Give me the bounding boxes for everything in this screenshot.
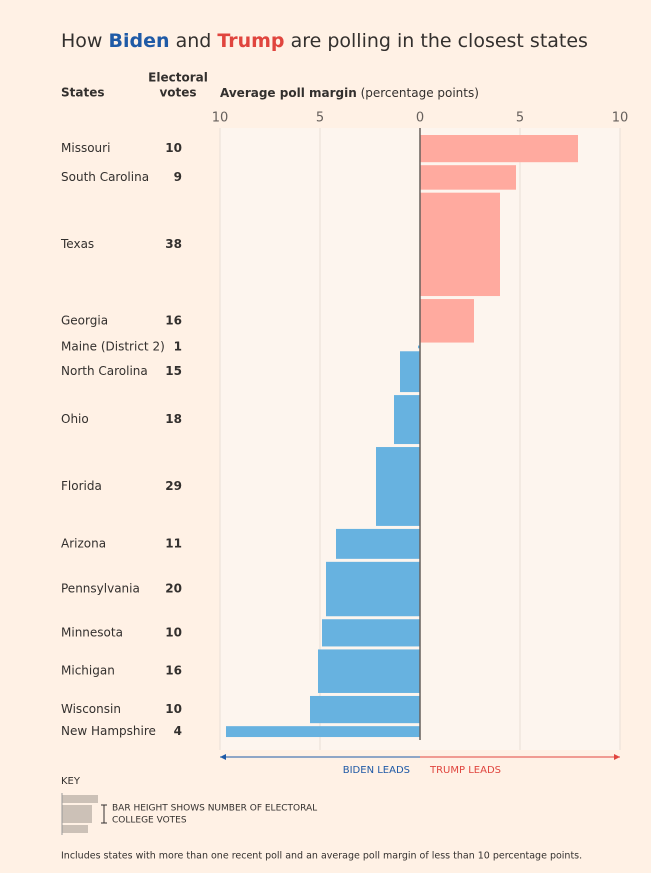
bar bbox=[326, 561, 420, 617]
bar bbox=[318, 649, 420, 693]
state-label: Minnesota bbox=[61, 625, 123, 639]
header: States bbox=[61, 86, 105, 100]
state-label: Wisconsin bbox=[61, 702, 121, 716]
electoral-votes: 15 bbox=[165, 364, 182, 378]
x-tick-label: 0 bbox=[416, 111, 424, 126]
arrow-head bbox=[220, 754, 226, 760]
bar bbox=[420, 165, 516, 190]
bar bbox=[226, 726, 420, 738]
key-bracket bbox=[101, 804, 107, 824]
electoral-votes: 11 bbox=[165, 536, 182, 550]
bar bbox=[418, 345, 420, 349]
x-tick-label: 10 bbox=[212, 111, 229, 126]
bar bbox=[420, 192, 500, 297]
state-label: South Carolina bbox=[61, 170, 149, 184]
title-text: and bbox=[175, 30, 212, 52]
key-text: COLLEGE VOTES bbox=[112, 816, 187, 826]
state-label: Georgia bbox=[61, 313, 108, 327]
electoral-votes: 38 bbox=[165, 237, 182, 251]
bar bbox=[376, 447, 420, 526]
title-text: How bbox=[61, 30, 103, 52]
bar bbox=[400, 351, 420, 393]
bar bbox=[394, 395, 420, 445]
bar bbox=[420, 135, 578, 163]
electoral-votes: 10 bbox=[165, 625, 182, 639]
state-label: North Carolina bbox=[61, 364, 148, 378]
bar bbox=[310, 695, 420, 724]
header-unit: (percentage points) bbox=[361, 86, 479, 100]
state-label: Texas bbox=[60, 237, 94, 251]
state-label: Michigan bbox=[61, 664, 115, 678]
electoral-votes: 1 bbox=[174, 339, 182, 353]
electoral-votes: 16 bbox=[165, 313, 182, 327]
state-label: Maine (District 2) bbox=[61, 339, 165, 353]
direction-label: BIDEN LEADS bbox=[343, 765, 410, 776]
chart-title: How Biden and Trump are polling in the c… bbox=[61, 30, 588, 52]
electoral-votes: 10 bbox=[165, 141, 182, 155]
header: votes bbox=[159, 86, 196, 100]
key-text: BAR HEIGHT SHOWS NUMBER OF ELECTORAL bbox=[112, 804, 317, 814]
state-label: New Hampshire bbox=[61, 724, 156, 738]
footnote: Includes states with more than one recen… bbox=[61, 851, 582, 862]
key-icon bbox=[62, 795, 98, 803]
state-label: Pennsylvania bbox=[61, 582, 140, 596]
electoral-votes: 18 bbox=[165, 412, 182, 426]
state-label: Ohio bbox=[61, 412, 89, 426]
bar bbox=[336, 528, 420, 559]
header: Average poll margin (percentage points) bbox=[220, 86, 479, 100]
title-text: are polling in the closest states bbox=[290, 30, 588, 52]
electoral-votes: 20 bbox=[165, 582, 182, 596]
bar bbox=[420, 299, 474, 343]
title-trump: Trump bbox=[217, 30, 285, 52]
header: Electoral bbox=[148, 71, 208, 85]
x-tick-label: 10 bbox=[612, 111, 629, 126]
electoral-votes: 9 bbox=[174, 170, 182, 184]
state-label: Arizona bbox=[61, 536, 106, 550]
arrow-head bbox=[614, 754, 620, 760]
x-tick-label: 5 bbox=[516, 111, 524, 126]
key-icon bbox=[62, 805, 92, 823]
electoral-votes: 29 bbox=[165, 479, 182, 493]
key-title: KEY bbox=[61, 776, 81, 787]
electoral-votes: 16 bbox=[165, 664, 182, 678]
electoral-votes: 4 bbox=[174, 724, 182, 738]
x-tick-label: 5 bbox=[316, 111, 324, 126]
bar bbox=[322, 619, 420, 647]
state-label: Missouri bbox=[61, 141, 110, 155]
direction-label: TRUMP LEADS bbox=[429, 765, 501, 776]
key-icon bbox=[62, 825, 88, 833]
electoral-votes: 10 bbox=[165, 702, 182, 716]
title-biden: Biden bbox=[108, 30, 170, 52]
state-label: Florida bbox=[61, 479, 102, 493]
header-margin: Average poll margin bbox=[220, 86, 357, 100]
